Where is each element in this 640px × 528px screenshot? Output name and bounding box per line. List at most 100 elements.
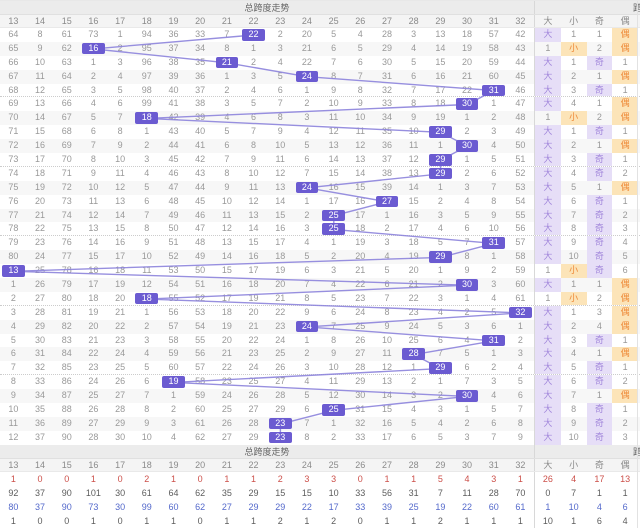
miss-cell: 2	[251, 56, 257, 67]
row-main: 70 14 67 5 7 18 42 39 4 6 8 3 11 10 34 9 19 1 2 48	[0, 111, 534, 125]
pattern-cell: 大	[535, 139, 561, 154]
pattern-cell: 2	[622, 167, 628, 178]
column-header: 13	[8, 16, 19, 26]
win-cell: 31	[480, 334, 507, 348]
miss-cell: 9	[10, 390, 16, 401]
miss-cell: 7	[10, 362, 16, 373]
win-number: 31	[482, 84, 506, 97]
miss-cell: 27	[115, 390, 126, 401]
miss-cell: 42	[195, 154, 206, 165]
miss-cell: 12	[328, 390, 339, 401]
pattern-cell: 偶	[612, 291, 638, 305]
miss-cell: 2	[10, 292, 16, 303]
stat-cell: 1	[144, 516, 150, 527]
miss-cell: 5	[331, 292, 337, 303]
trend-row: 76 20 73 11 13 6 48 45 10 12 14 1 17 16 27 15 2 4 8 54 大 6 奇 1	[0, 194, 640, 209]
miss-cell: 6	[491, 417, 497, 428]
miss-cell: 12	[141, 279, 152, 290]
miss-cell: 8	[464, 251, 470, 262]
miss-cell: 7	[117, 112, 123, 123]
pattern-cell: 偶	[612, 97, 638, 112]
trend-row: 5 30 83 21 23 3 58 55 20 22 24 1 8 26 10 25 6 4 31 2 大 3 奇 1	[0, 333, 640, 348]
stat-cell: 0	[37, 473, 43, 484]
miss-cell: 17	[275, 237, 286, 248]
win-number: 25	[322, 404, 345, 416]
miss-cell: 26	[115, 376, 126, 387]
miss-cell: 52	[168, 251, 179, 262]
miss-cell: 13	[88, 223, 99, 234]
win-cell: 30	[454, 97, 481, 111]
miss-cell: 3	[491, 376, 497, 387]
miss-cell: 24	[248, 362, 259, 373]
miss-cell: 4	[357, 29, 363, 39]
pattern-cell: 大	[535, 278, 561, 292]
miss-cell: 13	[115, 195, 126, 206]
pattern-cell: 奇	[586, 166, 613, 181]
miss-cell: 28	[381, 29, 392, 39]
miss-cell: 15	[88, 251, 99, 262]
stat-cell: 1	[90, 516, 96, 527]
miss-cell: 39	[381, 181, 392, 192]
miss-cell: 29	[115, 417, 126, 428]
miss-cell: 2	[437, 390, 443, 401]
miss-cell: 18	[35, 167, 46, 178]
stat-cell: 10	[568, 502, 579, 513]
miss-cell: 18	[355, 223, 366, 234]
miss-cell: 7	[437, 348, 443, 359]
miss-cell: 4	[491, 140, 497, 151]
miss-cell: 10	[221, 195, 232, 206]
pattern-cell: 3	[571, 84, 577, 95]
stat-cell: 92	[8, 487, 19, 498]
miss-cell: 39	[195, 112, 206, 123]
miss-cell: 4	[464, 195, 470, 206]
miss-cell: 6	[117, 98, 123, 109]
stat-cell: 29	[275, 502, 286, 513]
miss-cell: 14	[381, 390, 392, 401]
miss-cell: 7	[144, 209, 150, 220]
miss-cell: 1	[117, 29, 123, 39]
miss-cell: 23	[275, 320, 286, 331]
pattern-cell: 奇	[586, 236, 613, 251]
win-number: 18	[135, 112, 159, 124]
miss-cell: 2	[117, 42, 123, 53]
pattern-cell: 大	[535, 28, 561, 42]
miss-cell: 60	[168, 362, 179, 373]
miss-cell: 10	[248, 167, 259, 178]
miss-cell: 6	[144, 376, 150, 387]
column-header: 24	[301, 16, 312, 26]
miss-cell: 2	[304, 348, 310, 359]
miss-cell: 45	[168, 154, 179, 165]
miss-cell: 6	[464, 362, 470, 373]
miss-cell: 35	[195, 56, 206, 67]
miss-cell: 27	[355, 348, 366, 359]
miss-cell: 5	[437, 320, 443, 331]
win-cell: 29	[427, 250, 454, 264]
miss-cell: 17	[381, 431, 392, 442]
miss-cell: 43	[195, 167, 206, 178]
win-number: 24	[295, 70, 319, 83]
miss-cell: 24	[408, 320, 419, 331]
miss-cell: 1	[464, 112, 470, 123]
miss-cell: 15	[275, 209, 286, 220]
miss-cell: 10	[381, 334, 392, 345]
miss-cell: 70	[8, 112, 19, 123]
pattern-cell: 偶	[612, 41, 638, 56]
miss-cell: 1	[464, 404, 470, 415]
miss-cell: 57	[488, 29, 499, 39]
column-header: 29	[435, 16, 446, 26]
miss-cell: 31	[35, 348, 46, 359]
pattern-cell: 9	[571, 417, 577, 428]
miss-cell: 17	[328, 195, 339, 206]
miss-cell: 16	[275, 223, 286, 234]
miss-cell: 69	[61, 140, 72, 151]
miss-cell: 15	[408, 195, 419, 206]
miss-cell: 6	[357, 56, 363, 67]
miss-cell: 21	[355, 265, 366, 276]
win-cell: 29	[427, 361, 454, 374]
miss-cell: 11	[248, 181, 259, 192]
miss-cell: 79	[8, 237, 19, 248]
pattern-cell: 大	[535, 153, 561, 166]
